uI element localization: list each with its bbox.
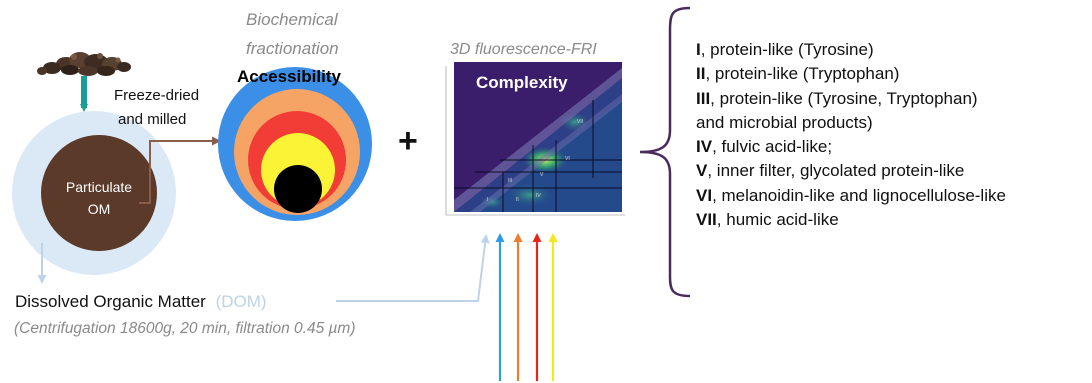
legend-numeral: III (696, 88, 711, 108)
legend-text: , humic acid-like (716, 210, 839, 230)
plus-sign: + (398, 122, 418, 160)
curly-bracket (639, 6, 691, 298)
dom-text: Dissolved Organic Matter (15, 292, 206, 311)
eem-plot: VII VI V IV III II I Complexity (445, 62, 625, 216)
legend-numeral: VII (696, 210, 717, 230)
legend-item: V, inner filter, glycolated protein-like (696, 159, 1088, 183)
freeze-dried-label: Freeze-dried (114, 87, 199, 104)
legend-item: I, protein-like (Tyrosine) (696, 38, 1088, 62)
biochemical-label: Biochemical (246, 10, 339, 29)
legend-text: , melanoidin-like and lignocellulose-lik… (712, 185, 1006, 205)
fractionation-arrow (139, 136, 221, 204)
region-label-iii: III (508, 178, 512, 184)
legend-text: , protein-like (Tryptophan) (705, 64, 900, 84)
region-label-iv: IV (536, 193, 541, 199)
legend-text: , fulvic acid-like; (712, 137, 833, 157)
particulate-om-circle (41, 135, 157, 251)
legend-item: and microbial products) (696, 111, 1088, 135)
region-legend: I, protein-like (Tyrosine) II, protein-li… (696, 38, 1088, 232)
region-label-ii: II (516, 197, 519, 203)
dom-to-plot-arrow (336, 234, 490, 302)
milled-label: and milled (118, 111, 186, 128)
legend-text: , protein-like (Tyrosine) (700, 40, 874, 59)
legend-numeral: V (696, 161, 708, 181)
fractionation-label: fractionation (246, 39, 339, 58)
legend-item: VII, humic acid-like (696, 208, 1088, 232)
om-label: OM (88, 201, 111, 217)
region-label-vi: VI (565, 156, 570, 162)
region-label-i: I (487, 197, 488, 203)
legend-item: II, protein-like (Tryptophan) (696, 62, 1088, 86)
accessibility-label: Accessibility (237, 67, 341, 86)
complexity-label: Complexity (476, 73, 568, 92)
legend-text: and microbial products) (696, 112, 873, 132)
legend-text: , protein-like (Tyrosine, Tryptophan) (710, 88, 978, 108)
legend-item: VI, melanoidin-like and lignocellulose-l… (696, 184, 1088, 208)
dom-abbrev: (DOM) (216, 292, 267, 311)
legend-item: IV, fulvic acid-like; (696, 135, 1088, 159)
fluorescence-label: 3D fluorescence-FRI (450, 41, 597, 58)
legend-numeral: I (696, 40, 701, 59)
legend-numeral: VI (696, 185, 713, 205)
soil-sample-icon (37, 52, 131, 76)
legend-text: , inner filter, glycolated protein-like (707, 161, 965, 181)
ring-core (274, 165, 322, 213)
legend-numeral: IV (696, 137, 713, 157)
centrifugation-label: (Centrifugation 18600g, 20 min, filtrati… (14, 320, 356, 337)
legend-numeral: II (696, 64, 706, 84)
legend-item: III, protein-like (Tyrosine, Tryptophan) (696, 87, 1088, 111)
region-label-v: V (540, 172, 544, 178)
region-label-vii: VII (577, 119, 583, 125)
accessibility-rings (218, 67, 372, 221)
particulate-label: Particulate (66, 179, 132, 195)
dom-label: Dissolved Organic Matter (DOM) (15, 292, 267, 311)
